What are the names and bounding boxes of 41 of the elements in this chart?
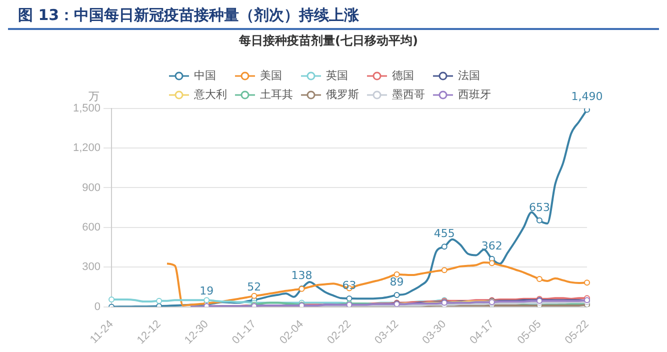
point: [584, 108, 590, 113]
point: [251, 292, 258, 299]
legend-label: 墨西哥: [392, 87, 425, 102]
data-label: 89: [390, 275, 404, 288]
point: [441, 244, 448, 250]
y-tick-label: 0: [94, 300, 101, 313]
point: [346, 295, 352, 302]
y-axis-title: 万: [88, 90, 100, 103]
legend-label: 俄罗斯: [326, 87, 359, 102]
data-label: 19: [200, 284, 214, 298]
point: [394, 292, 400, 298]
data-label: 653: [528, 200, 550, 214]
point: [536, 217, 542, 224]
point: [488, 260, 495, 266]
legend-label: 土耳其: [260, 87, 293, 102]
y-tick-label: 900: [82, 182, 101, 194]
legend-label: 英国: [326, 68, 348, 83]
legend-label: 美国: [260, 68, 282, 83]
point: [204, 297, 210, 304]
chart-subtitle: 每日接种疫苗剂量(七日移动平均): [238, 33, 418, 48]
point: [108, 296, 115, 302]
y-tick-label: 1,200: [72, 142, 101, 154]
point: [156, 298, 162, 304]
y-tick-label: 300: [82, 261, 101, 274]
point: [536, 276, 542, 282]
y-tick-label: 1,500: [72, 102, 101, 114]
data-label: 1,490: [571, 90, 603, 104]
legend-label: 法国: [458, 68, 480, 83]
data-label: 362: [481, 239, 502, 252]
legend-label: 德国: [392, 68, 414, 83]
y-tick-label: 600: [82, 221, 101, 234]
data-label: 52: [247, 280, 262, 294]
chart-title: 图 13：中国每日新冠疫苗接种量（剂次）持续上涨: [8, 0, 659, 30]
legend-label: 意大利: [194, 87, 227, 102]
legend-label: 西班牙: [458, 87, 491, 102]
data-label: 138: [291, 268, 312, 282]
point: [394, 271, 400, 278]
point: [584, 280, 590, 286]
point: [441, 267, 448, 274]
legend-label: 中国: [194, 68, 216, 83]
data-label: 455: [434, 226, 455, 240]
